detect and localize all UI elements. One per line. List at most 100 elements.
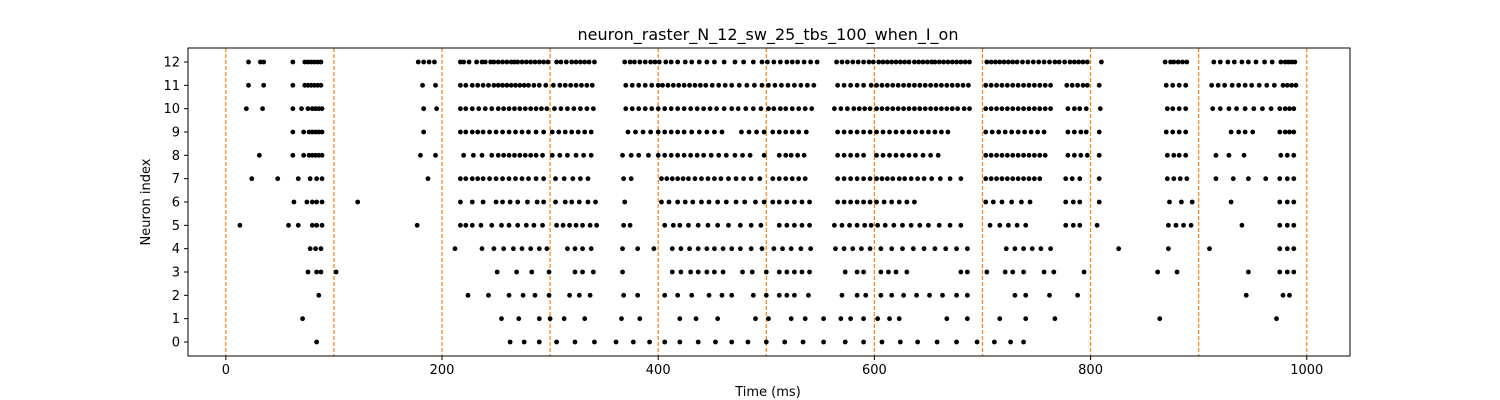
spike-point <box>619 316 624 322</box>
spike-point <box>908 176 914 182</box>
spike-point <box>884 176 890 182</box>
spike-point <box>1096 129 1102 135</box>
spike-point <box>1239 222 1245 228</box>
spike-point <box>585 176 591 182</box>
spike-point <box>795 59 801 65</box>
spike-point <box>783 129 789 135</box>
spike-point <box>531 222 537 228</box>
spike-point <box>1084 82 1090 88</box>
spike-point <box>469 176 475 182</box>
spike-point <box>1036 59 1042 65</box>
spike-point <box>433 152 438 158</box>
spike-point <box>587 292 593 298</box>
spike-point <box>553 199 558 205</box>
spike-point <box>677 222 683 228</box>
spike-point <box>585 199 591 205</box>
spike-point <box>821 339 826 345</box>
spike-point <box>662 129 668 135</box>
spike-point <box>1004 82 1010 88</box>
spike-point <box>307 176 313 182</box>
spike-point <box>954 292 959 298</box>
spike-point <box>648 59 654 65</box>
spike-point <box>848 316 854 322</box>
spike-point <box>763 339 769 345</box>
spike-point <box>506 176 512 182</box>
spike-point <box>314 222 320 228</box>
spike-point <box>934 339 940 345</box>
spike-point <box>1211 59 1217 65</box>
chart-title: neuron_raster_N_12_sw_25_tbs_100_when_I_… <box>578 25 959 45</box>
spike-point <box>457 129 463 135</box>
spike-point <box>795 152 801 158</box>
y-axis-label: Neuron index <box>139 158 154 245</box>
spike-point <box>997 316 1003 322</box>
spike-point <box>884 59 890 65</box>
spike-point <box>1015 82 1021 88</box>
spike-point <box>1277 176 1283 182</box>
spike-point <box>1274 316 1279 322</box>
spike-point <box>750 106 756 112</box>
spike-point <box>854 292 860 298</box>
spike-point <box>314 176 320 182</box>
spike-point <box>514 269 520 275</box>
spike-point <box>1077 106 1083 112</box>
spike-point <box>928 82 933 88</box>
spike-point <box>784 199 790 205</box>
spike-point <box>841 152 847 158</box>
spike-point <box>1075 82 1081 88</box>
spike-point <box>901 106 906 112</box>
spike-point <box>776 129 782 135</box>
spike-point <box>565 246 570 252</box>
spike-point <box>889 292 895 298</box>
spike-point <box>1228 199 1234 205</box>
spike-point <box>621 222 627 228</box>
spike-point <box>835 152 841 158</box>
spike-point <box>917 222 923 228</box>
spike-point <box>487 176 492 182</box>
spike-point <box>766 106 771 112</box>
spike-point <box>955 82 961 88</box>
spike-point <box>588 129 594 135</box>
spike-point <box>834 59 839 65</box>
spike-point <box>1026 106 1032 112</box>
spike-point <box>848 129 854 135</box>
spike-point <box>712 176 717 182</box>
spike-point <box>974 339 980 345</box>
spike-point <box>571 106 577 112</box>
spike-point <box>1176 152 1182 158</box>
spike-point <box>475 82 481 88</box>
spike-point <box>299 106 304 112</box>
spike-point <box>1280 82 1286 88</box>
spike-point <box>554 59 559 65</box>
spike-point <box>495 106 501 112</box>
spike-point <box>662 222 668 228</box>
spike-point <box>594 222 599 228</box>
spike-point <box>517 106 523 112</box>
spike-point <box>1217 59 1223 65</box>
spike-point <box>705 222 711 228</box>
spike-point <box>261 82 267 88</box>
spike-point <box>355 199 361 205</box>
spike-point <box>890 82 896 88</box>
spike-point <box>844 106 850 112</box>
spike-point <box>655 152 661 158</box>
spike-point <box>536 246 542 252</box>
spike-point <box>246 59 251 65</box>
spike-point <box>887 316 892 322</box>
spike-point <box>655 129 661 135</box>
spike-point <box>482 59 488 65</box>
spike-point <box>290 152 296 158</box>
spike-point <box>809 106 815 112</box>
spike-point <box>290 129 296 135</box>
spike-point <box>932 129 938 135</box>
spike-point <box>669 176 675 182</box>
spike-point <box>732 152 738 158</box>
spike-point <box>1026 82 1032 88</box>
spike-point <box>906 129 912 135</box>
spike-point <box>1277 106 1283 112</box>
spike-point <box>712 59 717 65</box>
spike-point <box>620 152 625 158</box>
spike-point <box>665 82 671 88</box>
spike-point <box>687 246 692 252</box>
spike-point <box>842 339 848 345</box>
